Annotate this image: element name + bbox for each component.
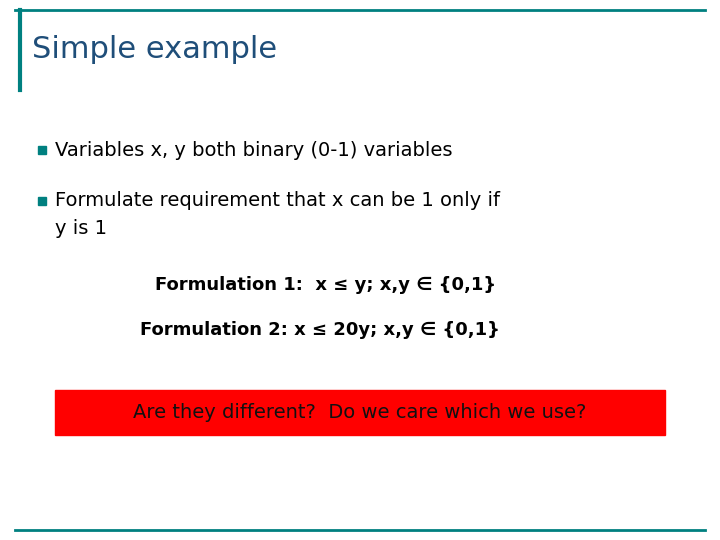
- Text: Formulation 2: x ≤ 20y; x,y ∈ {0,1}: Formulation 2: x ≤ 20y; x,y ∈ {0,1}: [140, 321, 500, 339]
- FancyBboxPatch shape: [55, 390, 665, 435]
- Text: Are they different?  Do we care which we use?: Are they different? Do we care which we …: [133, 403, 587, 422]
- Text: y is 1: y is 1: [55, 219, 107, 239]
- Text: Formulation 1:  x ≤ y; x,y ∈ {0,1}: Formulation 1: x ≤ y; x,y ∈ {0,1}: [155, 276, 496, 294]
- Text: Formulate requirement that x can be 1 only if: Formulate requirement that x can be 1 on…: [55, 192, 500, 211]
- FancyBboxPatch shape: [38, 146, 46, 154]
- Text: Variables x, y both binary (0-1) variables: Variables x, y both binary (0-1) variabl…: [55, 140, 452, 159]
- FancyBboxPatch shape: [38, 197, 46, 205]
- Text: Simple example: Simple example: [32, 36, 277, 64]
